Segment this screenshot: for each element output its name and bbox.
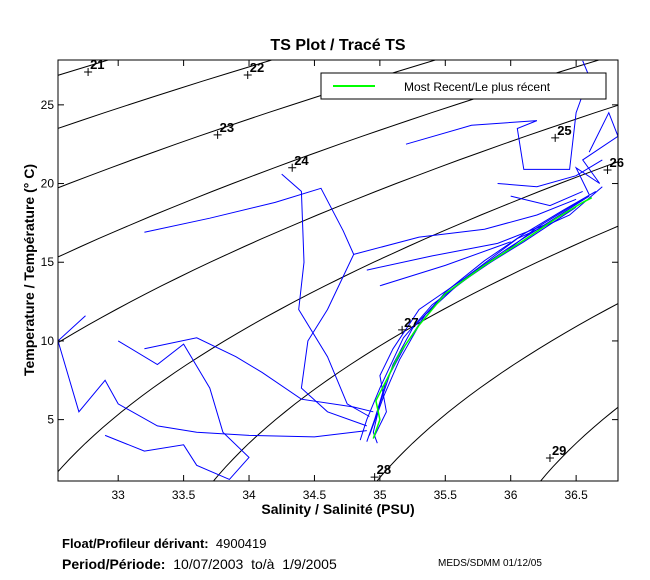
contour-label: 25 — [557, 123, 571, 138]
density-contour-23 — [58, 60, 438, 189]
profile-line — [104, 340, 250, 481]
contour-label: 22 — [250, 60, 264, 75]
density-contour-25 — [58, 104, 618, 344]
density-contours — [58, 60, 618, 481]
profile-line — [510, 190, 583, 207]
x-tick-label: 35 — [373, 488, 387, 502]
y-tick-label: 15 — [41, 255, 55, 269]
y-axis-label: Temperature / Température (° C) — [21, 164, 37, 376]
profile-line — [359, 206, 577, 441]
y-tick-label: 25 — [41, 98, 55, 112]
x-tick-label: 36.5 — [564, 488, 588, 502]
y-tick-label: 5 — [47, 413, 54, 427]
density-contour-29 — [539, 406, 618, 481]
profile-line — [144, 337, 374, 413]
float-label: Float/Profileur dérivant: — [62, 536, 209, 551]
contour-label: 26 — [610, 155, 624, 170]
density-contour-22 — [58, 60, 274, 129]
contour-label-marker — [370, 473, 379, 482]
density-contour-28 — [376, 302, 618, 481]
profile-line — [372, 186, 603, 439]
density-contour-26 — [58, 161, 618, 473]
profile-line — [366, 222, 551, 271]
contour-label: 27 — [404, 315, 418, 330]
x-tick-label: 34.5 — [303, 488, 327, 502]
contour-label: 29 — [552, 443, 566, 458]
float-id: 4900419 — [215, 536, 267, 551]
x-tick-label: 33.5 — [172, 488, 196, 502]
x-tick-label: 33 — [112, 488, 126, 502]
legend: Most Recent/Le plus récent — [320, 72, 607, 100]
x-tick-label: 35.5 — [434, 488, 458, 502]
profile-line — [574, 111, 618, 195]
credit-text: MEDS/SDMM 01/12/05 — [438, 558, 542, 569]
profile-line — [368, 190, 597, 436]
profile-line — [281, 173, 370, 417]
period-label: Period/Période: — [62, 556, 166, 572]
x-tick-label: 34 — [242, 488, 256, 502]
legend-label-recent: Most Recent/Le plus récent — [404, 80, 551, 94]
profile-line — [58, 315, 86, 342]
contour-label-marker — [84, 67, 93, 76]
y-tick-label: 20 — [41, 177, 55, 191]
contour-labels: 21 22 23 24 25 26 27 28 29 — [84, 57, 624, 482]
profile-line — [366, 198, 583, 442]
axis-ticks: 33 33.5 34 34.5 35 35.5 36 36.5 5 10 15 20 25 — [41, 60, 618, 502]
contour-label: 28 — [377, 462, 391, 477]
x-tick-label: 36 — [504, 488, 518, 502]
profile-line — [353, 198, 577, 255]
period-to: to/à — [251, 556, 275, 572]
y-tick-label: 10 — [41, 334, 55, 348]
contour-label: 23 — [220, 120, 234, 135]
contour-label-marker — [551, 133, 560, 142]
contour-label-marker — [545, 454, 554, 463]
period-info: Period/Période: 10/07/2003 to/à 1/9/2005 — [62, 556, 337, 572]
plot-frame — [57, 59, 619, 482]
profile-line — [144, 187, 367, 427]
chart-title: TS Plot / Tracé TS — [270, 37, 405, 54]
period-end: 1/9/2005 — [282, 556, 337, 572]
profile-line — [379, 241, 511, 287]
float-info: Float/Profileur dérivant: 4900419 — [62, 536, 267, 551]
contour-label-marker — [288, 163, 297, 172]
density-contour-27 — [212, 225, 618, 481]
profiles — [58, 60, 618, 481]
density-contour-24 — [58, 60, 601, 258]
contour-label-marker — [243, 70, 252, 79]
period-start: 10/07/2003 — [173, 556, 244, 572]
profile-line — [497, 159, 603, 188]
contour-label: 24 — [294, 153, 309, 168]
contour-label-marker — [398, 325, 407, 334]
contour-label-marker — [603, 166, 612, 175]
profile-line — [58, 340, 367, 438]
contour-label-marker — [213, 130, 222, 139]
recent-profile-line — [372, 197, 593, 439]
x-axis-label: Salinity / Salinité (PSU) — [261, 501, 414, 517]
contour-label: 21 — [90, 57, 104, 72]
